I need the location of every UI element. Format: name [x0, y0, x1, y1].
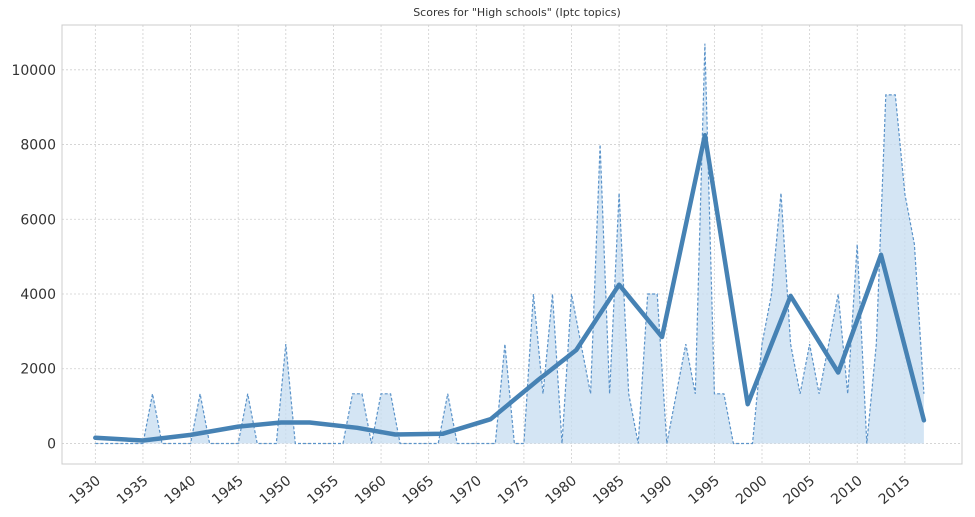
x-tick-label: 1950: [257, 473, 295, 508]
x-tick-label: 1980: [543, 473, 581, 508]
x-tick-label: 2010: [828, 473, 866, 508]
x-tick-label: 1965: [400, 473, 438, 508]
x-tick-label: 1940: [162, 473, 200, 508]
x-tick-label: 2005: [781, 473, 819, 508]
x-tick-label: 1975: [495, 473, 533, 508]
x-tick-label: 1970: [447, 473, 485, 508]
y-tick-label: 0: [47, 436, 56, 452]
x-tick-label: 1960: [352, 473, 390, 508]
y-tick-label: 10000: [11, 63, 56, 79]
x-tick-label: 1985: [590, 473, 628, 508]
x-tick-label: 1955: [304, 473, 342, 508]
x-tick-label: 1945: [209, 473, 247, 508]
smoothed-series-area: [95, 43, 924, 444]
chart-title: Scores for "High schools" (Iptc topics): [413, 6, 621, 19]
x-tick-label: 2015: [876, 473, 914, 508]
y-tick-label: 2000: [20, 362, 56, 378]
y-tick-label: 6000: [20, 212, 56, 228]
smoothed-series-line: [93, 132, 927, 443]
x-axis-ticks: 1930 1935 1940 1945 1950 1955 1960 1965 1970 1975…: [66, 473, 913, 508]
plot-frame: [61, 24, 963, 465]
raw-series-line: [95, 43, 925, 445]
x-tick-label: 1995: [685, 473, 723, 508]
y-tick-label: 4000: [20, 287, 56, 303]
x-tick-label: 1990: [638, 473, 676, 508]
x-tick-label: 1935: [114, 473, 152, 508]
x-tick-label: 2000: [733, 473, 771, 508]
y-tick-label: 8000: [20, 138, 56, 154]
x-tick-label: 1930: [66, 473, 104, 508]
y-axis-ticks: 0 2000 4000 6000 8000 10000: [11, 63, 56, 453]
